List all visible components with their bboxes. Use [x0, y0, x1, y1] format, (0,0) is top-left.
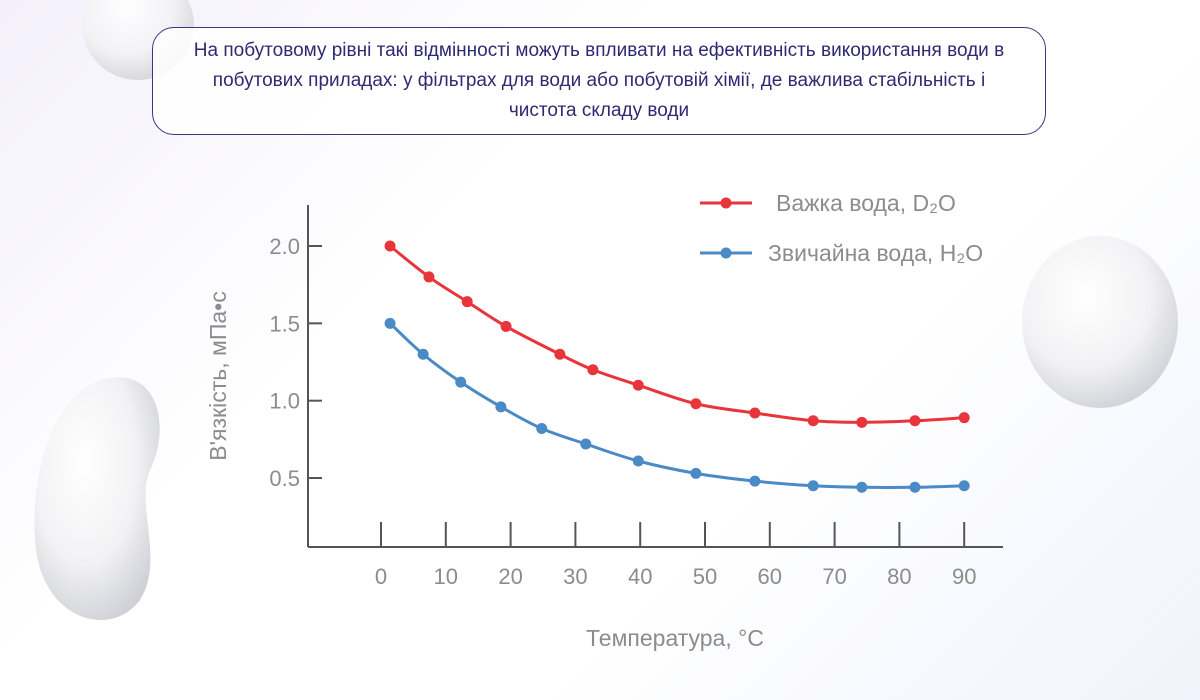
data-point [461, 296, 473, 308]
x-tick-label: 30 [563, 564, 587, 589]
series-line [389, 244, 965, 424]
x-tick-label: 50 [693, 564, 717, 589]
water-drop-right [1022, 236, 1178, 408]
x-tick-label: 20 [498, 564, 522, 589]
y-axis-label: В'язкість, мПа•с [205, 291, 231, 460]
data-point [909, 415, 921, 427]
legend-label: Звичайна вода, H₂O [768, 240, 983, 266]
data-point [958, 412, 970, 424]
data-point [807, 415, 819, 427]
water-drop-left [34, 377, 160, 620]
data-point [500, 320, 512, 332]
data-point [749, 407, 761, 419]
x-tick-label: 80 [887, 564, 911, 589]
y-tick-label: 2.0 [269, 234, 300, 259]
data-point [423, 271, 435, 283]
x-tick-label: 60 [758, 564, 782, 589]
data-point [632, 379, 644, 391]
data-point [455, 376, 467, 388]
data-point [495, 401, 507, 413]
data-point [909, 481, 921, 493]
data-point [856, 481, 868, 493]
data-point [749, 475, 761, 487]
legend-label: Важка вода, D₂O [776, 190, 956, 216]
data-point [554, 348, 566, 360]
y-tick-label: 1.5 [269, 311, 300, 336]
data-point [417, 348, 429, 360]
x-tick-label: 90 [952, 564, 976, 589]
data-point [807, 480, 819, 492]
x-tick-label: 70 [822, 564, 846, 589]
x-tick-label: 0 [375, 564, 387, 589]
y-tick-label: 1.0 [269, 389, 300, 414]
data-point [690, 467, 702, 479]
data-point [856, 416, 868, 428]
data-point [632, 455, 644, 467]
data-point [384, 240, 396, 252]
legend-marker [720, 197, 732, 209]
x-tick-label: 10 [434, 564, 458, 589]
data-point [384, 317, 396, 329]
y-tick-label: 0.5 [269, 466, 300, 491]
series-line [389, 322, 965, 489]
legend-marker [720, 247, 732, 259]
data-point [587, 364, 599, 376]
x-axis-label: Температура, °C [586, 625, 764, 651]
data-point [580, 438, 592, 450]
data-point [536, 423, 548, 435]
data-point [690, 398, 702, 410]
info-note: На побутовому рівні такі відмінності мож… [152, 27, 1046, 135]
x-tick-label: 40 [628, 564, 652, 589]
data-point [958, 480, 970, 492]
